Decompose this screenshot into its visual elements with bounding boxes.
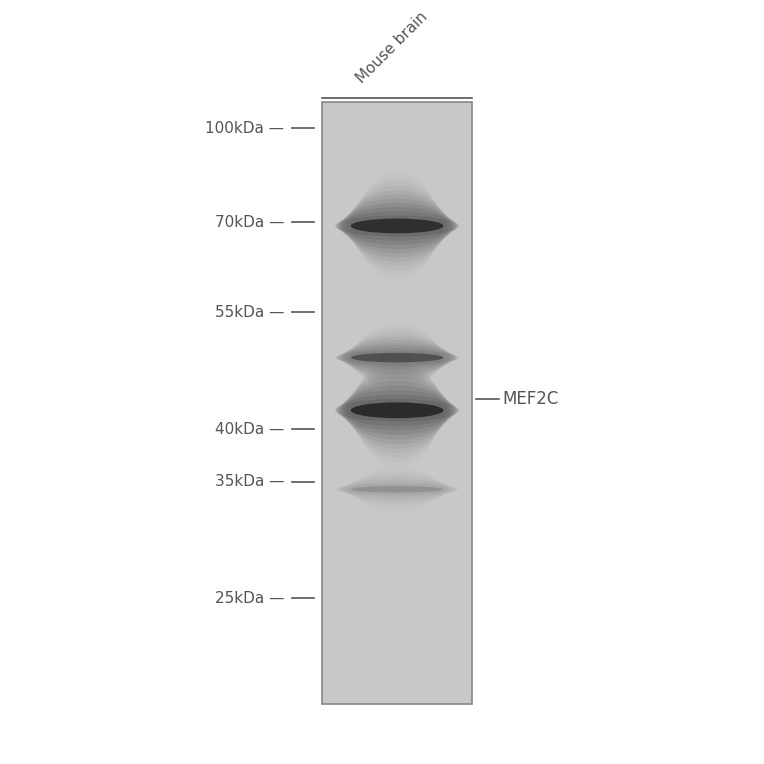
Ellipse shape (351, 182, 442, 270)
Text: 70kDa —: 70kDa — (215, 215, 284, 230)
Ellipse shape (344, 340, 451, 375)
Ellipse shape (339, 390, 455, 431)
Ellipse shape (348, 190, 446, 262)
Text: 100kDa —: 100kDa — (206, 121, 284, 135)
Text: 40kDa —: 40kDa — (215, 422, 284, 436)
Ellipse shape (351, 219, 443, 233)
Text: 55kDa —: 55kDa — (215, 305, 284, 320)
Ellipse shape (350, 186, 445, 266)
Ellipse shape (338, 348, 457, 367)
Ellipse shape (335, 351, 458, 364)
Ellipse shape (345, 377, 448, 444)
Ellipse shape (338, 394, 457, 426)
Ellipse shape (348, 372, 446, 448)
Ellipse shape (351, 353, 443, 362)
Ellipse shape (344, 381, 451, 439)
Ellipse shape (335, 399, 458, 422)
Ellipse shape (339, 345, 455, 370)
Ellipse shape (351, 486, 443, 493)
Ellipse shape (351, 403, 443, 418)
Text: Mouse brain: Mouse brain (353, 9, 430, 86)
Text: 35kDa —: 35kDa — (215, 474, 284, 489)
Ellipse shape (335, 215, 458, 236)
Ellipse shape (344, 199, 451, 254)
Ellipse shape (338, 211, 457, 241)
Bar (322, 102, 472, 704)
Ellipse shape (339, 207, 455, 245)
Text: MEF2C: MEF2C (503, 390, 558, 408)
Ellipse shape (345, 337, 448, 378)
Ellipse shape (350, 367, 445, 453)
Ellipse shape (345, 194, 448, 257)
Ellipse shape (342, 202, 452, 249)
Text: 25kDa —: 25kDa — (215, 591, 284, 606)
Ellipse shape (342, 386, 452, 435)
Ellipse shape (351, 363, 442, 458)
Ellipse shape (342, 343, 452, 373)
